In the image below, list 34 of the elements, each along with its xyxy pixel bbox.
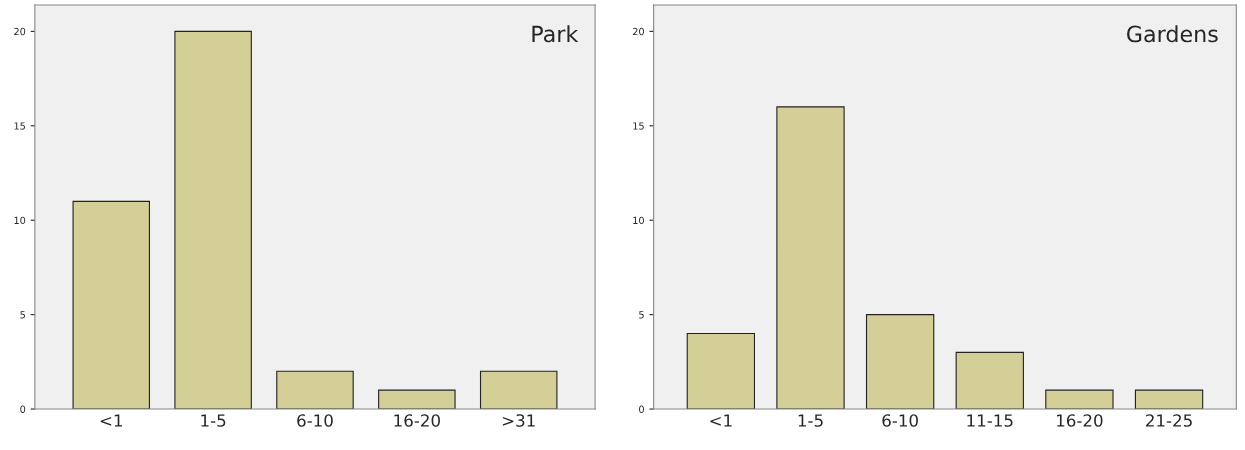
bar [276,370,354,410]
y-tick-label: 10 [14,216,26,225]
y-tick-label: 5 [639,311,644,319]
x-tick-label: 11-15 [967,414,1013,427]
y-tick-label: 0 [20,405,26,413]
y-tick-label: 20 [14,27,26,36]
bar [1134,389,1204,410]
x-tick-label: 16-20 [1057,414,1103,427]
y-tick-label: 10 [633,216,644,225]
bar [378,389,456,410]
x-tick-label: <1 [710,414,732,427]
text: Park [532,25,579,43]
x-tick-label: 1-5 [798,414,823,427]
bar [479,370,558,410]
bar [174,30,252,410]
bar [72,200,151,410]
y-tick-label: 5 [20,311,25,319]
x-tick-label: >31 [502,414,535,427]
x-tick-label: 6-10 [297,414,333,427]
bar [865,314,935,410]
y-tick-label: 15 [14,122,25,130]
bar [686,332,756,410]
x-tick-label: 1-5 [201,414,226,427]
text: Gardens [1127,25,1218,43]
x-tick-label: <1 [100,414,122,427]
bar [955,351,1024,410]
y-tick-label: 20 [632,27,644,36]
x-tick-label: 21-25 [1146,414,1192,427]
y-tick-label: 15 [633,122,644,130]
y-tick-label: 0 [639,405,644,413]
bar [776,106,845,410]
bar [1045,389,1114,410]
x-tick-label: 6-10 [882,414,918,427]
x-tick-label: 16-20 [394,414,440,427]
